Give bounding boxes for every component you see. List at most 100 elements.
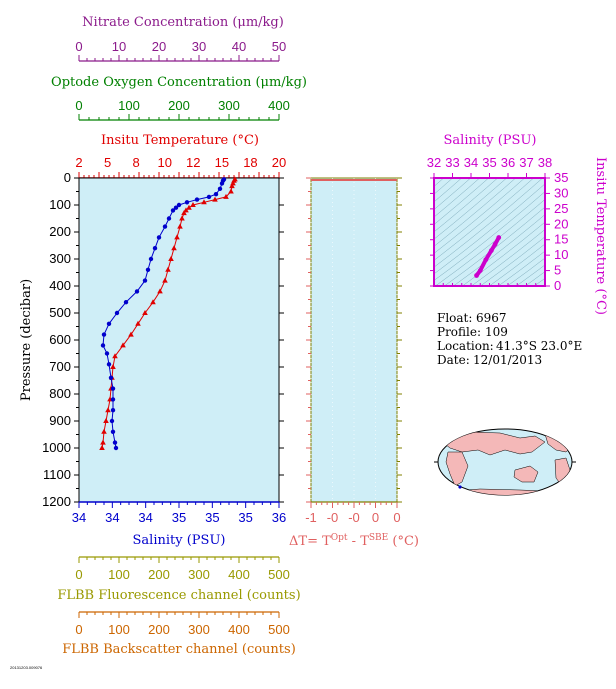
- ts-x-tick-label: 37: [519, 155, 533, 170]
- density-contour: [434, 178, 544, 268]
- salinity-point: [213, 192, 219, 197]
- nitrate-axis: Nitrate Concentration (μm/kg) 0 10 20 30 40 5…: [75, 15, 286, 62]
- salinity-point: [156, 235, 162, 240]
- globe-land-antarctica: [439, 488, 571, 495]
- ts-inset-y-title: Insitu Temperature (°C): [593, 157, 608, 315]
- salinity-point: [176, 202, 182, 208]
- salinity-tick-label: 36: [272, 510, 286, 525]
- ts-inset-plot-area: [434, 178, 545, 286]
- salinity-point: [104, 351, 110, 356]
- backscatter-axis: 0 100 200 300 400 500 FLBB Backscatter channe…: [62, 611, 296, 657]
- delta-t-label: ΔT= T: [289, 534, 331, 549]
- delta-t-sup2: SBE: [369, 533, 388, 543]
- salinity-point: [109, 418, 115, 424]
- salinity-point: [184, 200, 190, 205]
- delta-t-tick-label: -1: [305, 510, 317, 525]
- nitrate-tick-label: 20: [152, 39, 166, 54]
- pressure-tick-label: 200: [49, 224, 71, 239]
- ts-x-tick-label: 36: [501, 155, 515, 170]
- temperature-point: [142, 310, 148, 315]
- salinity-point: [100, 343, 106, 348]
- main-plot: 0 100 200 300 400 500 600 700 800 900 1000 1100 1200…: [19, 170, 286, 548]
- pressure-tick-label: 600: [49, 332, 71, 347]
- temperature-axis-title: Insitu Temperature (°C): [101, 133, 259, 148]
- density-contour: [479, 236, 545, 286]
- oxygen-tick-label: 300: [218, 98, 240, 113]
- salinity-point: [145, 267, 151, 272]
- pressure-tick-label: 500: [49, 305, 71, 320]
- fluorescence-tick-label: 400: [228, 567, 250, 582]
- globe-map: [434, 428, 576, 496]
- ts-y-tick-label: 25: [554, 201, 568, 216]
- density-contour: [443, 206, 545, 286]
- profile-value: 109: [485, 325, 508, 339]
- salinity-point: [219, 181, 225, 186]
- oxygen-axis: Optode Oxygen Concentration (μm/kg) 0 100…: [51, 75, 307, 121]
- backscatter-tick-label: 300: [188, 622, 210, 637]
- delta-t-mid: - T: [348, 534, 370, 549]
- salinity-tick-label: 35: [205, 510, 219, 525]
- ts-y-tick-label: 5: [554, 263, 561, 278]
- salinity-point: [152, 246, 158, 251]
- globe-land-australia: [513, 465, 539, 483]
- ts-profile-point: [477, 268, 483, 273]
- temperature-point: [212, 196, 218, 202]
- temperature-point: [101, 428, 107, 434]
- salinity-point: [148, 256, 154, 262]
- pressure-tick-label: 300: [49, 251, 71, 266]
- salinity-point: [217, 186, 223, 191]
- density-contour: [434, 191, 545, 281]
- oxygen-tick-label: 400: [268, 98, 290, 113]
- temperature-point: [183, 207, 189, 213]
- pressure-tick-label: 1200: [42, 494, 71, 509]
- salinity-point: [166, 216, 172, 221]
- temperature-point: [171, 245, 177, 251]
- pressure-tick-label: 400: [49, 278, 71, 293]
- ts-x-tick-label: 38: [538, 155, 552, 170]
- density-contour: [488, 243, 545, 286]
- salinity-tick-label: 35: [172, 510, 186, 525]
- ts-y-tick-label: 30: [554, 185, 568, 200]
- fluorescence-tick-label: 500: [268, 567, 290, 582]
- temperature-tick-label: 2: [75, 155, 82, 170]
- backscatter-axis-title: FLBB Backscatter channel (counts): [62, 642, 296, 657]
- temperature-point: [128, 331, 134, 337]
- density-contour: [434, 178, 508, 240]
- density-contour: [524, 271, 545, 286]
- ts-x-tick-label: 32: [427, 155, 441, 170]
- salinity-point: [134, 289, 140, 294]
- fluorescence-tick-label: 200: [148, 567, 170, 582]
- pressure-axis-title: Pressure (decibar): [19, 279, 34, 401]
- temperature-point: [112, 353, 118, 359]
- salinity-point: [108, 375, 114, 380]
- profile-label: Profile:: [437, 325, 481, 339]
- density-contour: [434, 178, 463, 203]
- backscatter-tick-label: 200: [148, 622, 170, 637]
- ts-y-tick-label: 0: [554, 278, 561, 293]
- temperature-point: [223, 193, 229, 199]
- density-contour: [434, 178, 481, 218]
- globe-land-asia: [439, 431, 546, 456]
- nitrate-tick-label: 40: [232, 39, 246, 54]
- delta-t-sup1: Opt: [331, 533, 348, 543]
- date-value: 12/01/2013: [473, 353, 542, 367]
- salinity-point: [110, 386, 116, 391]
- salinity-line: [102, 179, 225, 449]
- density-contour: [470, 229, 545, 286]
- float-location-marker: [458, 485, 462, 489]
- pressure-tick-label: 800: [49, 386, 71, 401]
- delta-t-axis-title: ΔT= TOpt - TSBE (°C): [289, 533, 419, 549]
- density-contour: [434, 178, 535, 261]
- ts-y-tick-label: 20: [554, 216, 568, 231]
- temperature-point: [228, 188, 234, 194]
- location-label: Location:: [437, 339, 494, 353]
- pressure-tick-label: 700: [49, 359, 71, 374]
- temperature-point: [105, 407, 111, 413]
- footer-id: 20131203.009076: [10, 665, 43, 670]
- delta-t-unit: (°C): [388, 534, 419, 549]
- density-contour: [434, 178, 490, 225]
- temperature-tick-label: 12: [186, 155, 200, 170]
- salinity-point: [173, 205, 179, 210]
- delta-t-tick-label: -0: [327, 510, 339, 525]
